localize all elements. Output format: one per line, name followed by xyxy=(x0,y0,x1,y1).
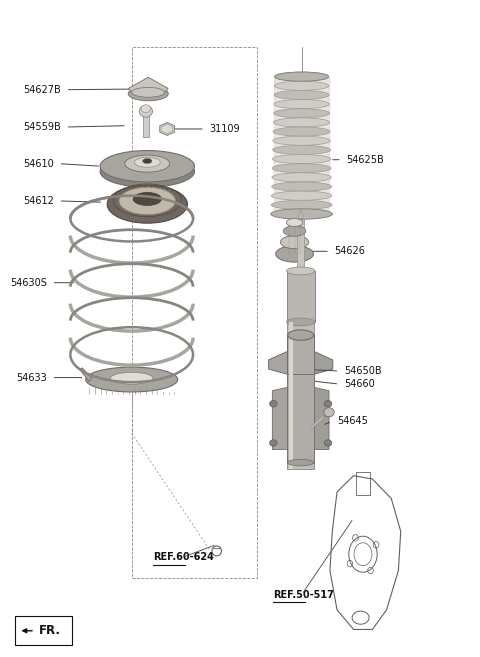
Bar xyxy=(356,472,370,495)
Bar xyxy=(132,47,257,578)
Ellipse shape xyxy=(287,267,315,275)
Ellipse shape xyxy=(270,401,277,407)
Ellipse shape xyxy=(272,182,332,191)
Ellipse shape xyxy=(119,187,176,215)
Ellipse shape xyxy=(270,440,277,446)
Ellipse shape xyxy=(275,81,329,91)
Text: 54610: 54610 xyxy=(23,158,54,169)
Text: 54625B: 54625B xyxy=(347,154,384,165)
Polygon shape xyxy=(314,388,329,449)
Polygon shape xyxy=(160,122,174,135)
Polygon shape xyxy=(272,388,288,449)
Ellipse shape xyxy=(273,127,330,136)
Text: 54660: 54660 xyxy=(344,379,375,389)
Ellipse shape xyxy=(280,236,309,249)
Polygon shape xyxy=(162,124,173,133)
Bar xyxy=(289,322,293,469)
Ellipse shape xyxy=(273,145,331,154)
Ellipse shape xyxy=(271,209,332,219)
Ellipse shape xyxy=(288,330,313,340)
Text: 54645: 54645 xyxy=(337,417,368,426)
Text: 54559B: 54559B xyxy=(23,122,61,132)
Polygon shape xyxy=(274,77,329,214)
Ellipse shape xyxy=(283,226,306,237)
Bar xyxy=(288,374,314,463)
Polygon shape xyxy=(298,209,303,219)
Ellipse shape xyxy=(100,156,194,187)
Ellipse shape xyxy=(272,173,331,182)
Ellipse shape xyxy=(132,87,165,97)
Bar xyxy=(288,322,314,469)
Text: 31109: 31109 xyxy=(210,124,240,134)
Ellipse shape xyxy=(324,401,332,407)
Bar xyxy=(15,616,72,645)
Ellipse shape xyxy=(143,158,152,164)
Text: 54626: 54626 xyxy=(335,246,366,256)
Ellipse shape xyxy=(276,246,313,262)
Text: FR.: FR. xyxy=(39,624,61,637)
Ellipse shape xyxy=(271,200,332,210)
Text: 54650B: 54650B xyxy=(344,366,382,376)
Bar xyxy=(287,271,315,322)
Ellipse shape xyxy=(274,99,329,108)
Text: 54612: 54612 xyxy=(23,196,54,206)
Ellipse shape xyxy=(287,318,315,326)
Ellipse shape xyxy=(100,150,194,182)
Ellipse shape xyxy=(271,210,332,219)
Ellipse shape xyxy=(275,72,329,81)
Bar xyxy=(288,335,314,374)
Ellipse shape xyxy=(139,105,153,117)
Text: 54630S: 54630S xyxy=(10,278,47,288)
Ellipse shape xyxy=(86,367,178,392)
Text: 54633: 54633 xyxy=(16,373,47,382)
Polygon shape xyxy=(80,368,92,382)
Text: REF.60-624: REF.60-624 xyxy=(153,553,214,562)
Ellipse shape xyxy=(324,407,334,417)
Ellipse shape xyxy=(141,104,151,112)
Ellipse shape xyxy=(324,440,332,446)
Ellipse shape xyxy=(271,191,332,200)
Ellipse shape xyxy=(274,108,330,118)
Text: 54627B: 54627B xyxy=(23,85,61,95)
Bar xyxy=(143,111,149,137)
Polygon shape xyxy=(314,351,333,374)
Ellipse shape xyxy=(274,118,330,127)
Ellipse shape xyxy=(107,185,187,223)
Ellipse shape xyxy=(286,219,303,227)
Polygon shape xyxy=(129,78,168,93)
Text: REF.50-517: REF.50-517 xyxy=(273,590,334,600)
Bar xyxy=(297,219,304,271)
Polygon shape xyxy=(269,351,288,374)
Ellipse shape xyxy=(273,154,331,164)
Ellipse shape xyxy=(134,158,160,168)
Ellipse shape xyxy=(272,164,331,173)
Ellipse shape xyxy=(273,136,330,145)
Ellipse shape xyxy=(274,91,329,99)
Ellipse shape xyxy=(128,87,168,101)
Ellipse shape xyxy=(133,193,161,206)
Ellipse shape xyxy=(275,72,329,81)
Ellipse shape xyxy=(110,373,153,384)
Ellipse shape xyxy=(288,459,314,466)
Ellipse shape xyxy=(125,155,170,172)
